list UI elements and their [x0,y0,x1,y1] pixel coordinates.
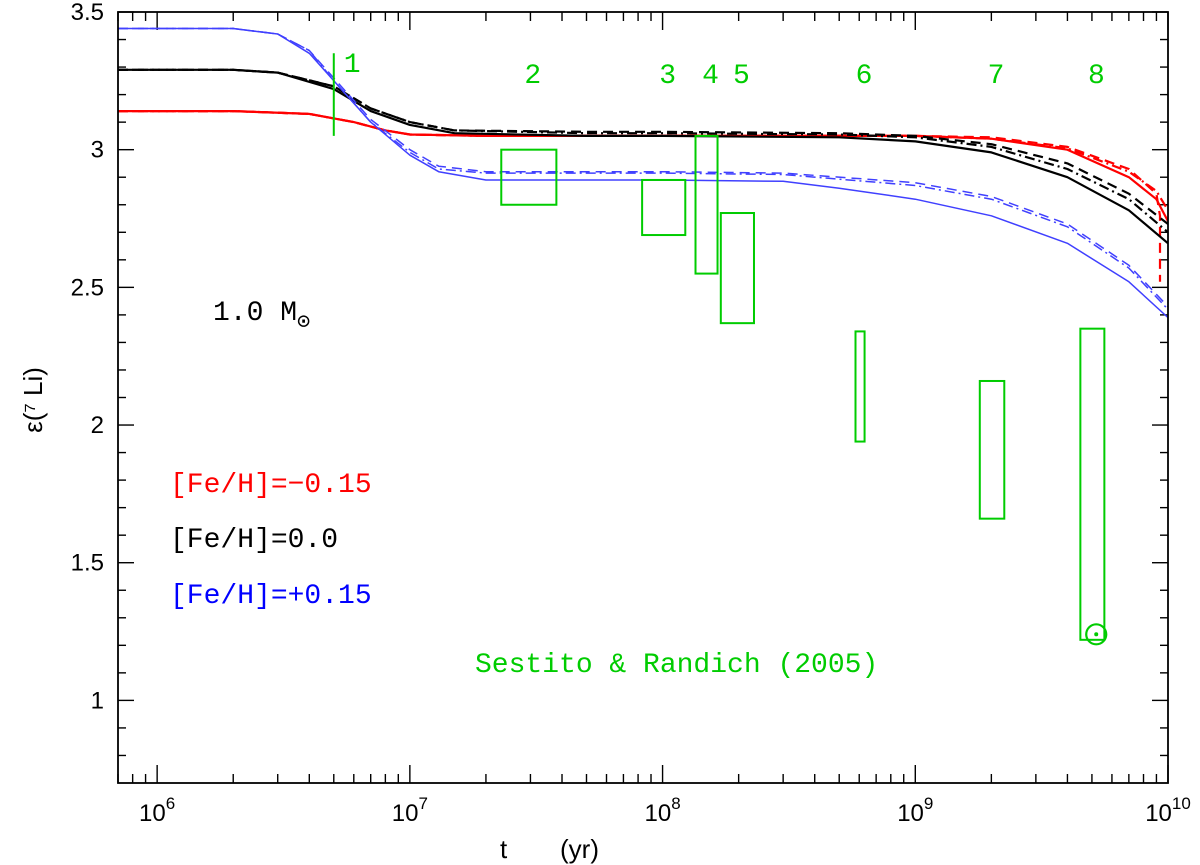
x-tick-base: 10 [644,800,671,827]
y-tick-label: 1.5 [71,550,104,577]
series-layer [118,27,1168,319]
y-axis-label: ε(⁷ Li) [18,367,48,433]
x-tick-label: 107 [392,794,428,827]
obs-label: 2 [524,61,541,92]
obs-label: 4 [702,61,719,92]
x-tick-label: 109 [897,794,933,827]
x-axis-unit: (yr) [560,834,599,864]
x-tick-exponent: 9 [924,794,933,813]
sun-symbol-dot [1094,632,1099,637]
y-tick-label: 3.5 [71,0,104,26]
obs-label: 5 [733,61,750,92]
x-tick-label: 108 [644,794,680,827]
legend-entry-fe-zero: [Fe/H]=0.0 [170,525,338,556]
x-tick-base: 10 [1145,800,1172,827]
series-line [118,27,1168,310]
x-tick-exponent: 10 [1172,794,1191,813]
y-tick-label: 1 [91,687,104,714]
sun-symbol [1085,623,1108,646]
y-tick-label: 3 [91,137,104,164]
x-tick-exponent: 7 [418,794,427,813]
series-line [118,68,1168,225]
obs-label: 3 [659,61,676,92]
obs-box [694,134,719,275]
tick-layer [117,11,1169,783]
y-tick-label: 2.5 [71,274,104,301]
obs-box [854,330,866,443]
obs-box [500,148,558,206]
mass-label: 1.0 M⊙ [213,298,310,335]
x-axis-label: t [500,834,508,864]
x-tick-exponent: 8 [671,794,680,813]
y-tick-label: 2 [91,412,104,439]
obs-box [978,379,1006,520]
x-tick-label: 106 [139,794,175,827]
obs-box [1079,327,1106,641]
x-tick-exponent: 6 [166,794,175,813]
obs-box [719,212,755,325]
mass-label-text: 1.0 M [213,298,297,329]
series-line [118,110,1168,211]
obs-box [641,178,687,237]
obs-label: 8 [1088,61,1105,92]
source-annotation: Sestito & Randich (2005) [475,650,878,681]
x-tick-base: 10 [139,800,166,827]
x-tick-base: 10 [392,800,419,827]
series-line [118,27,1168,319]
series-line [118,27,1168,308]
legend-entry-fe-plus: [Fe/H]=+0.15 [170,581,372,612]
obs-label: 1 [344,50,361,81]
x-tick-label: 1010 [1145,794,1191,827]
obs-label: 7 [988,61,1005,92]
sun-subscript: ⊙ [297,310,310,335]
legend-entry-fe-minus: [Fe/H]=−0.15 [170,470,372,501]
plot-frame [117,11,1169,784]
x-tick-base: 10 [897,800,924,827]
obs-label: 6 [856,61,873,92]
